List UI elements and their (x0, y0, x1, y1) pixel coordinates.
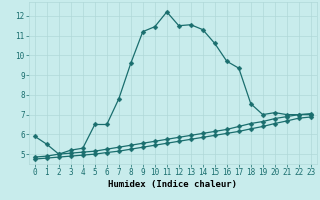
X-axis label: Humidex (Indice chaleur): Humidex (Indice chaleur) (108, 180, 237, 189)
